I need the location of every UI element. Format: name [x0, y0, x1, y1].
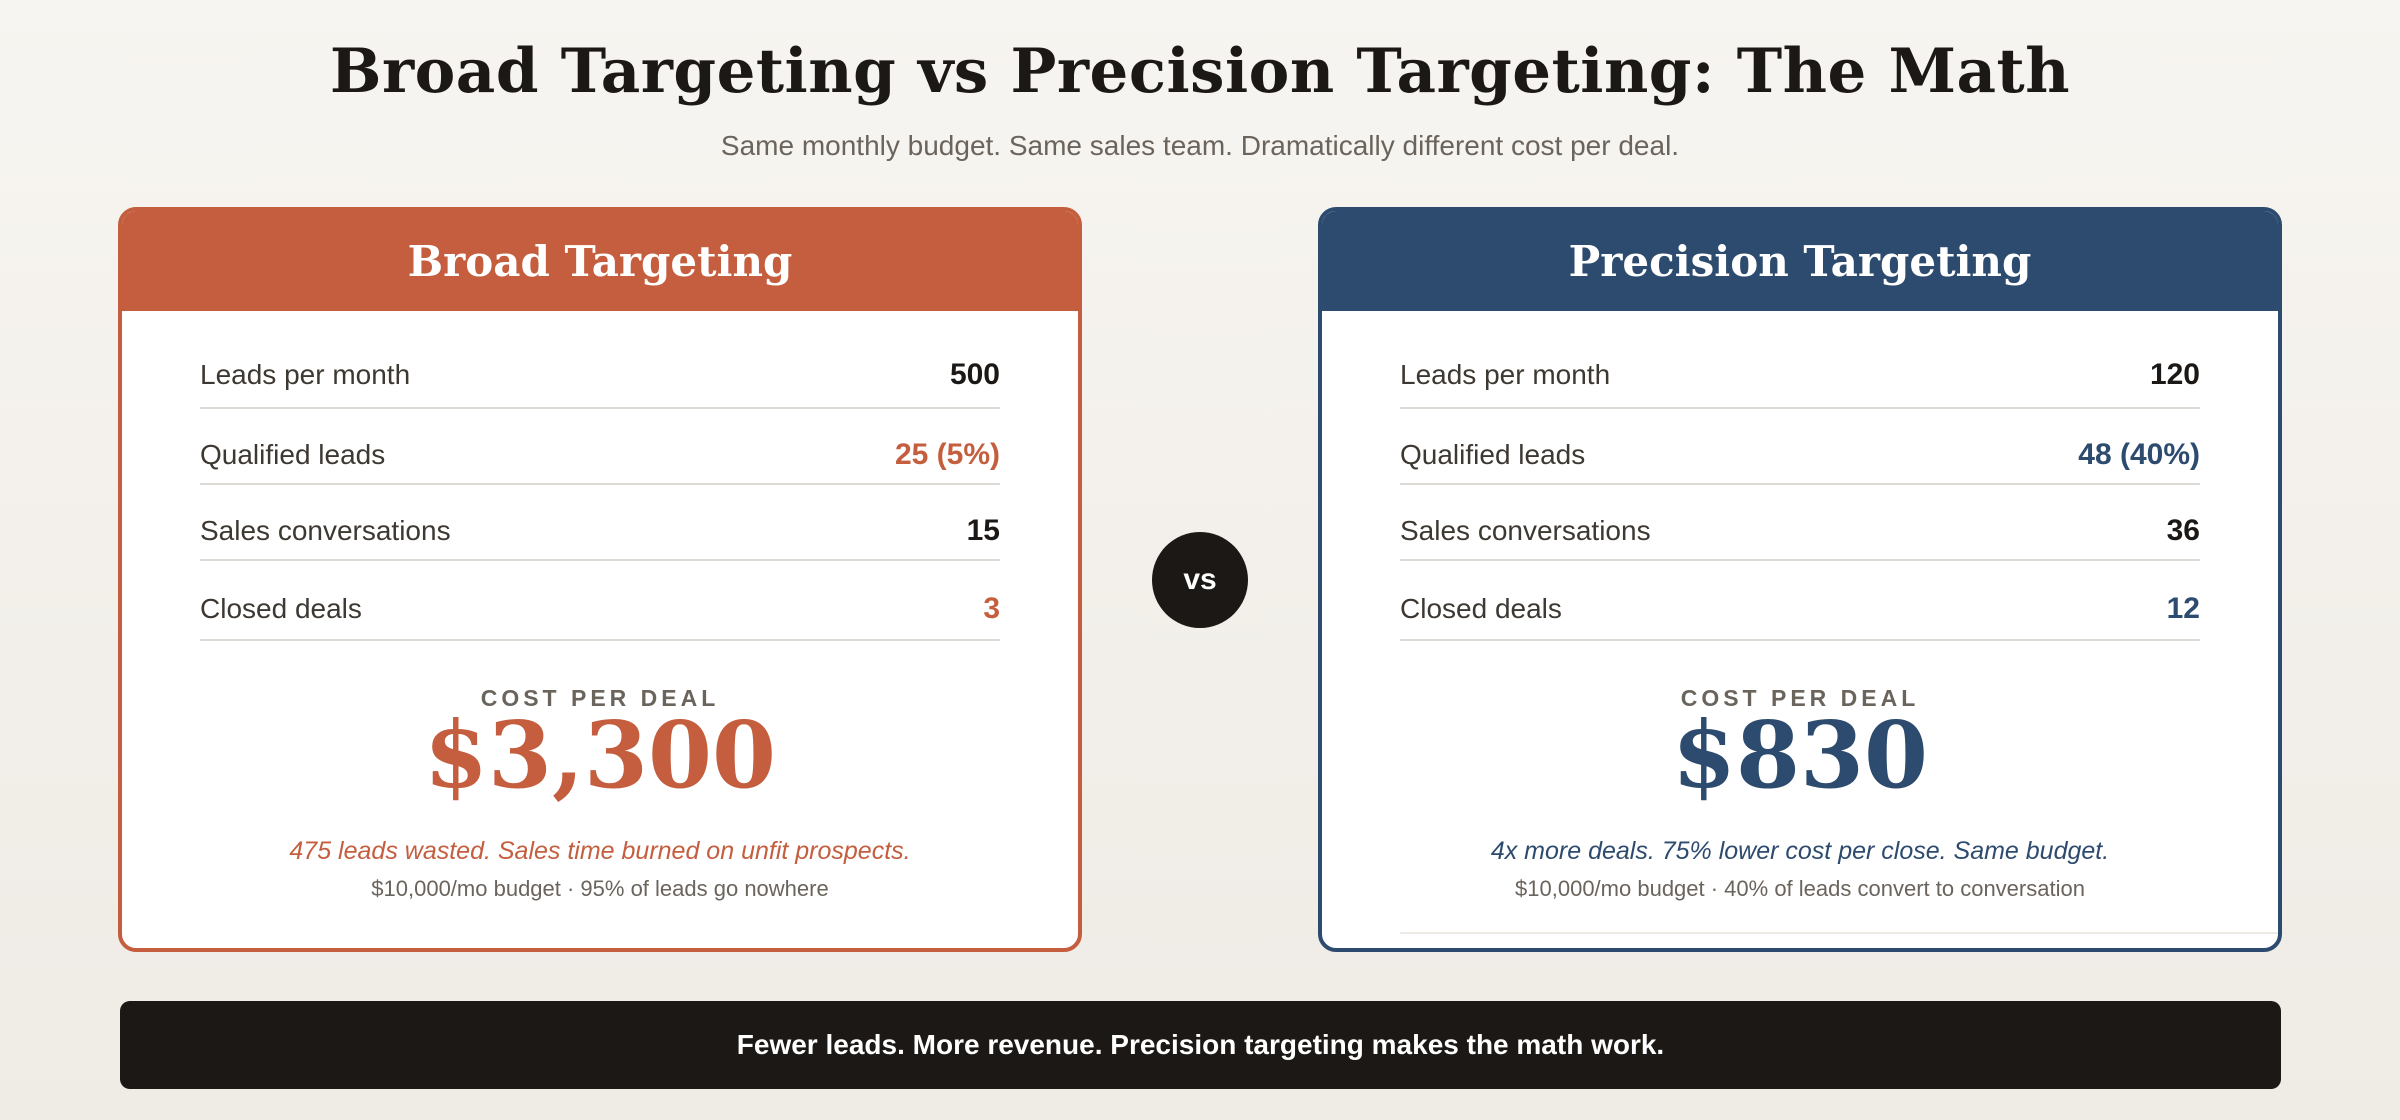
- precision-targeting-card: Precision Targeting Leads per month 120 …: [1318, 207, 2282, 952]
- page-subtitle: Same monthly budget. Same sales team. Dr…: [720, 130, 1680, 161]
- row-label: Closed deals: [200, 593, 362, 624]
- row-value: 48 (40%): [2078, 438, 2200, 471]
- broad-footnote: $10,000/mo budget · 95% of leads go nowh…: [371, 876, 829, 901]
- row-value: 120: [2149, 358, 2200, 391]
- row-value: 25 (5%): [894, 438, 1000, 471]
- vs-badge: vs: [1152, 532, 1248, 628]
- precision-footnote: $10,000/mo budget · 40% of leads convert…: [1515, 876, 2085, 901]
- broad-cost-value: $3,300: [423, 701, 777, 809]
- row-label: Leads per month: [1400, 359, 1611, 390]
- row-value: 36: [2166, 514, 2200, 547]
- page-title: Broad Targeting vs Precision Targeting: …: [329, 36, 2071, 107]
- row-label: Qualified leads: [200, 439, 386, 470]
- row-value: 15: [966, 514, 1000, 547]
- row-label: Sales conversations: [200, 515, 451, 546]
- precision-metrics-list: Leads per month 120 Qualified leads 48 (…: [1400, 339, 2200, 641]
- precision-row-qualified: Qualified leads 48 (40%): [1400, 409, 2200, 485]
- row-label: Sales conversations: [1400, 515, 1651, 546]
- broad-row-conversations: Sales conversations 15: [200, 485, 1000, 561]
- precision-row-leads: Leads per month 120: [1400, 339, 2200, 409]
- broad-note: 475 leads wasted. Sales time burned on u…: [289, 837, 911, 865]
- broad-row-leads: Leads per month 500: [200, 339, 1000, 409]
- precision-card-heading: Precision Targeting: [1322, 211, 2278, 311]
- broad-row-qualified: Qualified leads 25 (5%): [200, 409, 1000, 485]
- row-label: Closed deals: [1400, 593, 1562, 624]
- precision-row-deals: Closed deals 12: [1400, 561, 2200, 641]
- precision-row-conversations: Sales conversations 36: [1400, 485, 2200, 561]
- precision-note: 4x more deals. 75% lower cost per close.…: [1490, 837, 2110, 865]
- row-value: 3: [983, 592, 1000, 625]
- broad-targeting-card: Broad Targeting Leads per month 500 Qual…: [118, 207, 1082, 952]
- broad-cost-label: COST PER DEAL: [480, 685, 720, 711]
- row-label: Qualified leads: [1400, 439, 1586, 470]
- row-value: 500: [949, 358, 1000, 391]
- broad-row-deals: Closed deals 3: [200, 561, 1000, 641]
- precision-cost-label: COST PER DEAL: [1680, 685, 1920, 711]
- row-value: 12: [2166, 592, 2200, 625]
- broad-metrics-list: Leads per month 500 Qualified leads 25 (…: [200, 339, 1000, 641]
- summary-banner: Fewer leads. More revenue. Precision tar…: [120, 1001, 2281, 1089]
- row-label: Leads per month: [200, 359, 411, 390]
- precision-cost-value: $830: [1671, 701, 1929, 809]
- broad-card-heading: Broad Targeting: [122, 211, 1078, 311]
- divider: [1400, 932, 2278, 934]
